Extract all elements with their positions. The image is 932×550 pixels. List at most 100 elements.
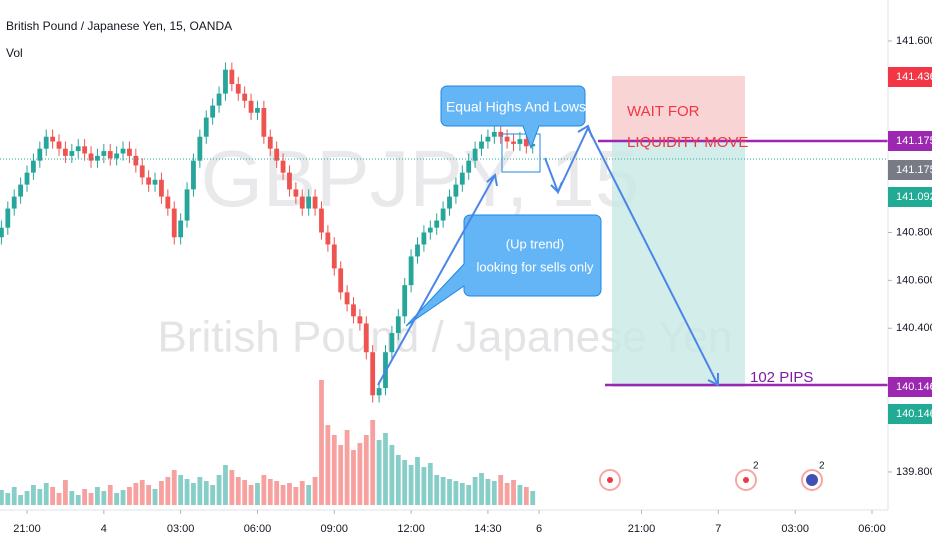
event-count: 2 [819, 461, 825, 472]
candle-body [248, 100, 254, 113]
volume-bar [479, 473, 484, 505]
volume-bar [43, 483, 49, 505]
volume-bar [299, 481, 305, 505]
candle-body [376, 388, 382, 396]
price-badge-label: 140.146 [896, 408, 932, 420]
candle-body [421, 232, 427, 245]
volume-bar [31, 485, 36, 505]
stop-zone [612, 76, 745, 142]
volume-bar [184, 479, 190, 505]
candle-body [331, 244, 337, 269]
candle-body [63, 148, 68, 156]
volume-bar [171, 470, 177, 505]
callout [440, 85, 586, 150]
volume-bar [517, 485, 523, 505]
candle-body [0, 227, 4, 238]
candle-body [43, 136, 49, 149]
x-tick-label: 06:00 [244, 523, 272, 535]
volume-bar [248, 485, 254, 505]
volume-bar [421, 467, 427, 505]
candle-body [133, 155, 139, 166]
price-badge-label: 141.175 [896, 164, 932, 176]
candle-body [274, 148, 280, 161]
volume-bar [434, 475, 440, 505]
volume-bar [223, 465, 228, 505]
plot [0, 62, 536, 505]
candle-body [338, 268, 344, 293]
candle-body [427, 227, 433, 233]
x-tick-label: 21:00 [628, 523, 656, 535]
axes: 141.600 140.800 140.600 140.400 139.800 21:00… [13, 35, 932, 535]
x-tick-label: 21:00 [13, 523, 41, 535]
volume-bar [363, 435, 369, 505]
price-badge-label: 140.146 [896, 381, 932, 393]
candle-body [184, 189, 190, 221]
volume-bar [312, 477, 318, 505]
volume-bar [165, 477, 171, 505]
candle-body [50, 136, 56, 142]
callout [405, 214, 602, 327]
x-tick-label: 6 [536, 523, 542, 535]
candle-body [517, 139, 523, 144]
chart-title: British Pound / Japanese Yen, 15, OANDA [6, 19, 232, 33]
volume-bar [376, 440, 382, 505]
volume-bar [280, 485, 286, 505]
price-badge [888, 67, 932, 87]
candle-body [82, 146, 88, 154]
candle-body [146, 177, 152, 185]
candle-body [319, 208, 324, 233]
volume-bar [235, 477, 241, 505]
volume-bar [325, 425, 331, 505]
candle-body [472, 148, 478, 161]
x-tick-label: 03:00 [781, 523, 809, 535]
candle-body [453, 184, 459, 197]
candle-body [287, 172, 292, 190]
volume-bar [370, 420, 376, 505]
volume-bar [530, 491, 536, 505]
volume-bar [11, 487, 17, 505]
volume-bar [127, 487, 132, 505]
price-badge-label: 141.436 [896, 71, 932, 83]
volume-bar [139, 480, 145, 505]
x-tick-label: 12:00 [397, 523, 425, 535]
volume-bar [101, 491, 107, 505]
candle-body [415, 244, 420, 257]
candle-body [139, 165, 145, 178]
volume-bar [287, 483, 292, 505]
volume-bar [402, 460, 408, 505]
volume-bar [255, 483, 260, 505]
volume-bar [114, 493, 120, 505]
candle-body [235, 84, 241, 94]
volume-bar [440, 477, 446, 505]
volume-bar [178, 475, 184, 505]
candle-body [357, 316, 363, 324]
candle-body [530, 143, 536, 147]
annotation: Equal Highs And Lows [446, 99, 586, 115]
volume-bar [523, 487, 529, 505]
candle-body [447, 196, 452, 209]
volume-bar [459, 483, 465, 505]
candle-body [498, 131, 504, 137]
price-badge [888, 377, 932, 397]
volume-label: Vol [6, 46, 23, 60]
x-tick-label: 03:00 [167, 523, 195, 535]
candle-body [223, 69, 228, 94]
arrows [377, 124, 719, 387]
candle-body [351, 304, 356, 317]
price-badge [888, 160, 932, 180]
candle-body [395, 316, 401, 334]
y-tick-label: 140.800 [896, 226, 932, 238]
volume-bar [472, 477, 478, 505]
price-badge-label: 141.092 [896, 191, 932, 203]
volume-bar [146, 485, 152, 505]
candle-body [75, 146, 81, 152]
volume-bar [50, 487, 56, 505]
x-tick-label: 14:30 [474, 523, 502, 535]
volume-bar [427, 463, 433, 505]
candle-body [203, 117, 209, 137]
volume-bar [120, 490, 126, 505]
volume-bar [5, 493, 11, 505]
candle-body [523, 139, 529, 147]
candle-body [37, 148, 43, 161]
